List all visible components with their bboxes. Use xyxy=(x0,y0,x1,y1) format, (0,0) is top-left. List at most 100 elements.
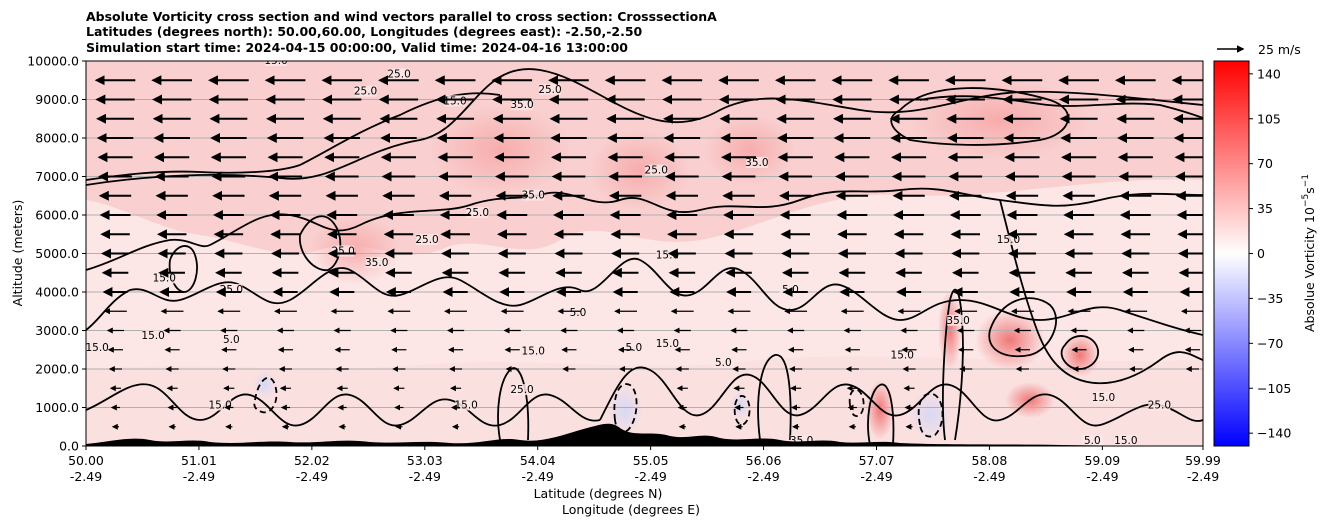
contour-label: 15.0 xyxy=(443,95,466,107)
colorbar-tick-label: 0 xyxy=(1257,246,1265,261)
contour-label: 5.0 xyxy=(782,284,799,296)
colorbar-tick-label: −105 xyxy=(1257,381,1291,396)
x-tick-label-lat: 57.07 xyxy=(859,453,895,468)
contour-label: 15.0 xyxy=(997,234,1020,246)
contour-label: 15.0 xyxy=(141,330,164,342)
colorbar-gradient xyxy=(1214,61,1249,446)
contour-label: 35.0 xyxy=(745,157,768,169)
contour-label-bg xyxy=(466,207,489,218)
x-tick-label-lat: 55.05 xyxy=(633,453,669,468)
contour-label-bg xyxy=(265,61,288,66)
contour-label-bg xyxy=(656,337,679,349)
x-tick-label-lat: 53.03 xyxy=(407,453,443,468)
contour-neg-3 xyxy=(917,392,944,438)
colorbar-tick-label: −140 xyxy=(1257,426,1291,441)
x-tick-label-lat: 52.02 xyxy=(294,453,330,468)
colorbar-tick-label: −70 xyxy=(1257,336,1283,351)
contour-label: 25.0 xyxy=(645,165,668,177)
contour-neg-4 xyxy=(733,395,751,426)
contour-35-right-upper xyxy=(919,95,1203,119)
vorticity-max-8 xyxy=(866,380,894,440)
contour-label: 5.0 xyxy=(570,307,587,319)
x-tick-label-lon: -2.49 xyxy=(1187,469,1219,484)
contour-label-bg xyxy=(645,164,668,176)
title-line-1: Absolute Vorticity cross section and win… xyxy=(86,9,717,24)
contour-label-bg xyxy=(153,272,176,284)
contour-label: 5.0 xyxy=(1084,435,1101,447)
contour-label: 15.0 xyxy=(208,400,231,412)
contour-label-bg xyxy=(522,189,545,201)
terrain-silhouette xyxy=(86,423,1203,446)
contour-label: 15.0 xyxy=(1092,392,1115,404)
contour-label-bg xyxy=(1114,434,1137,446)
y-axis-ticks: 0.0 1000.0 2000.0 3000.0 4000.0 5000.0 6000.0 7… xyxy=(27,54,86,454)
x-tick-label-lat: 59.09 xyxy=(1084,453,1120,468)
vorticity-min-4 xyxy=(730,390,750,420)
y-axis-label: Altitude (meters) xyxy=(10,200,25,307)
contour-label: 35.0 xyxy=(522,190,545,202)
vorticity-max-2 xyxy=(590,130,690,210)
x-tick-label-lon: -2.49 xyxy=(1086,469,1118,484)
x-axis-label-lat: Latitude (degrees N) xyxy=(534,486,663,501)
contour-label-bg xyxy=(997,233,1020,245)
title-line-2: Latitudes (degrees north): 50.00,60.00, … xyxy=(86,24,643,39)
contour-label-bg xyxy=(511,99,534,111)
contour-label: 25.0 xyxy=(510,384,533,396)
x-tick-label-lon: -2.49 xyxy=(860,469,892,484)
contour-label: 25.0 xyxy=(220,284,243,296)
y-tick-label: 6000.0 xyxy=(35,208,79,223)
contour-label-bg xyxy=(790,434,813,446)
contour-label: 15.0 xyxy=(1114,435,1137,447)
x-tick-label-lon: -2.49 xyxy=(522,469,554,484)
contour-label-bg xyxy=(539,83,562,95)
colorbar-tick-label: −35 xyxy=(1257,291,1283,306)
contour-label: 15.0 xyxy=(454,400,477,412)
contour-label-bg xyxy=(416,233,439,245)
colorbar-ticks: 140 105 70 35 0 −35 −70 −105 −140 xyxy=(1249,66,1291,441)
contour-label-bg xyxy=(656,249,679,261)
contour-label-bg xyxy=(365,257,388,269)
y-tick-label: 8000.0 xyxy=(35,131,79,146)
colorbar-tick-label: 70 xyxy=(1257,156,1273,171)
contour-label: 15.0 xyxy=(891,349,914,361)
contour-25-upper xyxy=(86,68,1203,186)
contour-label: 15.0 xyxy=(153,272,176,284)
x-tick-label-lat: 56.06 xyxy=(746,453,782,468)
contour-label: 35.0 xyxy=(365,257,388,269)
y-tick-label: 9000.0 xyxy=(35,92,79,107)
contour-neg-1 xyxy=(253,376,278,414)
contour-label-bg xyxy=(86,341,109,353)
contour-label-bg xyxy=(388,68,411,80)
chart-title: Absolute Vorticity cross section and win… xyxy=(86,9,717,55)
colorbar-tick-label: 140 xyxy=(1257,66,1281,81)
contour-label-bg xyxy=(142,330,165,342)
y-tick-label: 3000.0 xyxy=(35,323,79,338)
contour-label: 15.0 xyxy=(522,346,545,358)
x-tick-label-lat: 50.00 xyxy=(68,453,104,468)
contour-label: 25.0 xyxy=(466,207,489,219)
vorticity-min-1 xyxy=(908,390,952,440)
contour-label-bg xyxy=(220,334,243,346)
x-tick-label-lat: 54.04 xyxy=(520,453,556,468)
contour-label-bg xyxy=(220,284,243,295)
contour-label-bg xyxy=(712,357,735,369)
y-tick-label: 0.0 xyxy=(59,439,79,454)
vorticity-max-9 xyxy=(1060,333,1100,377)
contour-label-bg xyxy=(209,399,232,411)
contour-label: 15.0 xyxy=(264,55,287,67)
contour-label-bg xyxy=(566,307,589,319)
quiver-key-label: 25 m/s xyxy=(1258,42,1301,57)
contour-label: 5.0 xyxy=(223,334,240,346)
vorticity-min-3 xyxy=(253,370,277,400)
y-tick-label: 10000.0 xyxy=(27,54,79,69)
y-tick-label: 4000.0 xyxy=(35,285,79,300)
contour-label: 35.0 xyxy=(510,99,533,111)
y-tick-label: 5000.0 xyxy=(35,246,79,261)
contour-5-ground-right xyxy=(599,366,1203,427)
colorbar-tick-label: 35 xyxy=(1257,201,1273,216)
colorbar-label: Absolue Vorticity 10−5s−1 xyxy=(1301,174,1317,332)
contour-label: 5.0 xyxy=(626,342,643,354)
y-tick-label: 2000.0 xyxy=(35,362,79,377)
x-tick-label-lon: -2.49 xyxy=(409,469,441,484)
